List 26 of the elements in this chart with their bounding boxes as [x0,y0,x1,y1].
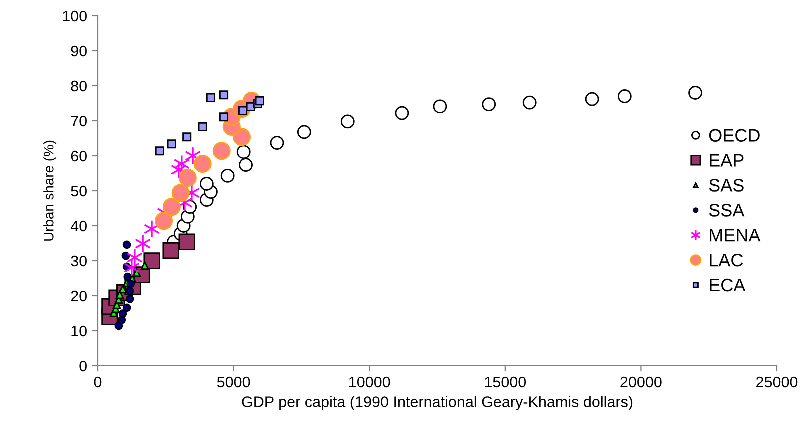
legend-label: SAS [709,179,744,192]
y-tick-label: 70 [71,116,87,127]
legend-label: LAC [710,254,744,267]
legend-label: OECD [709,129,760,142]
y-tick-label: 0 [80,360,87,372]
y-tick-label: 50 [71,186,87,197]
x-tick-label: 20000 [620,376,662,388]
y-tick-label: 10 [72,326,87,337]
x-tick-label: 5000 [217,376,250,388]
y-tick-label: 90 [71,46,87,57]
y-tick-label: 80 [71,80,87,92]
y-tick-label: 20 [71,290,87,302]
legend-label: EAP [710,154,744,167]
legend-label: MENA [710,229,761,242]
legend-label: ECA [710,278,746,292]
y-tick-label: 60 [71,150,87,162]
y-tick-label: 30 [71,256,87,267]
x-axis-title: GDP per capita (1990 International Geary-Khamis dollars) [242,396,633,410]
x-tick-label: 15000 [485,376,526,388]
x-tick-label: 10000 [350,376,390,388]
legend-label: SSA [709,204,745,217]
y-tick-label: 100 [63,10,87,22]
x-tick-label: 25000 [756,376,798,388]
x-tick-label: 0 [94,376,102,388]
y-axis-title: Urban share (%) [44,140,57,241]
y-tick-label: 40 [70,220,87,232]
